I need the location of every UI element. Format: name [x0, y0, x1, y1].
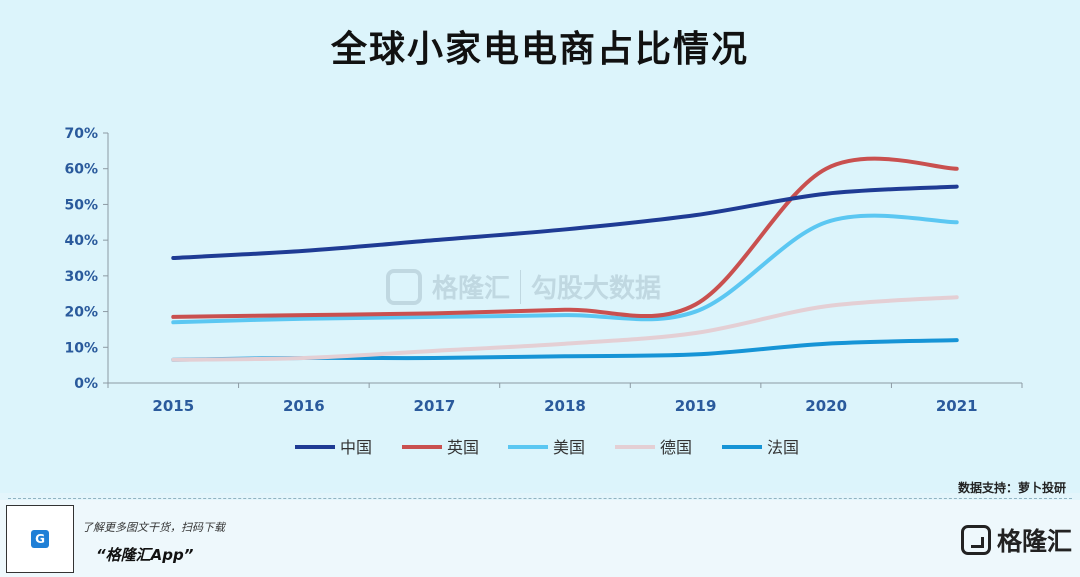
- footer: [0, 500, 1080, 577]
- brand[interactable]: 格隆汇: [960, 522, 1072, 558]
- legend-label: 英国: [447, 438, 479, 457]
- watermark: 格隆汇 勾股大数据: [386, 268, 661, 305]
- x-tick-label: 2021: [936, 397, 978, 415]
- y-tick-label: 0%: [74, 376, 98, 392]
- footer-divider: [8, 498, 1072, 499]
- chart-panel: [0, 0, 1080, 493]
- series-line-2: [171, 213, 959, 325]
- x-tick-label: 2019: [675, 397, 717, 415]
- x-tick-label: 2018: [544, 397, 586, 415]
- brand-logo-icon: [960, 525, 991, 555]
- watermark-separator: [520, 269, 522, 304]
- x-tick-label: 2020: [805, 397, 847, 415]
- y-tick-label: 70%: [64, 126, 98, 142]
- page-title: 全球小家电电商占比情况: [330, 29, 749, 70]
- brand-name: 格隆汇: [996, 527, 1072, 556]
- footer-promo-text: 了解更多图文干货，扫码下载: [82, 521, 225, 534]
- series-line-0: [171, 184, 959, 260]
- qr-badge-icon: G: [31, 530, 49, 548]
- y-tick-label: 40%: [64, 233, 98, 249]
- watermark-left-text: 格隆汇: [432, 274, 511, 304]
- legend-label: 德国: [660, 438, 692, 457]
- y-tick-label: 60%: [64, 162, 98, 178]
- x-tick-label: 2017: [414, 397, 456, 415]
- watermark-logo-icon: [386, 268, 422, 305]
- legend-label: 美国: [553, 438, 585, 457]
- y-tick-label: 50%: [64, 197, 98, 213]
- series-line-1: [171, 156, 959, 319]
- x-tick-label: 2016: [283, 397, 325, 415]
- data-source: 数据支持：萝卜投研: [957, 481, 1066, 495]
- y-tick-label: 20%: [64, 305, 98, 321]
- x-tick-label: 2015: [152, 397, 194, 415]
- series-line-3: [171, 295, 959, 362]
- legend-label: 法国: [767, 438, 799, 457]
- line-chart: 0% 10% 20% 30% 40% 50% 60% 70% 2015 2016 2017 2018 2…: [64, 126, 1023, 457]
- y-tick-label: 10%: [64, 340, 98, 356]
- y-tick-label: 30%: [64, 269, 98, 285]
- footer-app-name: “格隆汇App”: [96, 546, 194, 564]
- legend-label: 中国: [340, 438, 372, 457]
- qr-code-icon[interactable]: G: [6, 505, 74, 573]
- watermark-right-text: 勾股大数据: [531, 274, 662, 304]
